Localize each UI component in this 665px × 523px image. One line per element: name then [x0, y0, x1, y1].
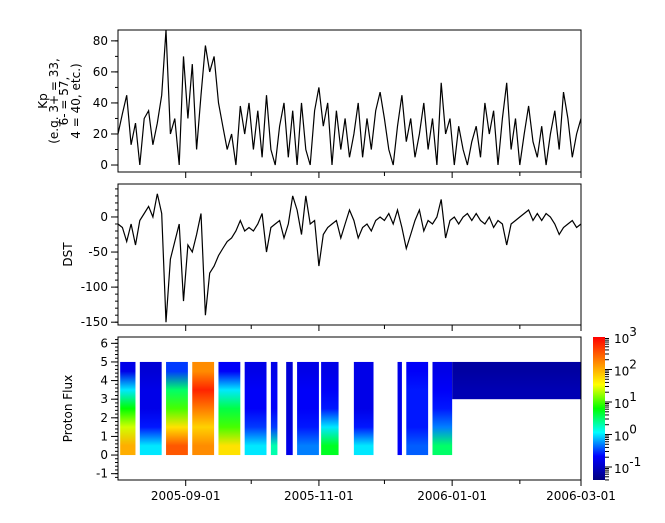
proton-flux-panel: -1 0 1 2 3 4 5 6 Proton Flux — [61, 336, 582, 486]
colorbar-gradient — [593, 337, 605, 480]
flux-segment — [432, 361, 453, 456]
flux-segment — [286, 361, 293, 456]
colorbar-tick-exponent: -1 — [629, 455, 641, 469]
y-tick-label: 6 — [100, 336, 108, 350]
y-tick-label: 5 — [100, 355, 108, 369]
y-tick-label: -1 — [96, 467, 108, 481]
flux-segment — [244, 361, 267, 456]
colorbar-tick-label: 103 — [614, 325, 637, 346]
colorbar-tick-base: 10 — [614, 365, 629, 379]
y-axis-label-line: (e.g. 3+ = 33, — [47, 58, 61, 144]
x-tick-label: 2006-03-01 — [546, 489, 616, 503]
y-axis-label-line: 6- = 57, — [57, 77, 71, 126]
x-tick-label: 2006-01-01 — [417, 489, 487, 503]
colorbar-tick-base: 10 — [614, 397, 629, 411]
y-tick-label: 1 — [100, 429, 108, 443]
flux-segment — [297, 361, 319, 456]
colorbar-tick-label: 102 — [614, 358, 637, 379]
colorbar-tick-base: 10 — [614, 462, 629, 476]
y-tick-label: 20 — [93, 127, 108, 141]
y-tick-label: 40 — [93, 96, 108, 110]
y-tick-label: -100 — [81, 280, 108, 294]
y-tick-label: 80 — [93, 34, 108, 48]
flux-segment — [139, 361, 162, 456]
flux-segment — [321, 361, 339, 456]
y-tick-label: -50 — [88, 245, 108, 259]
y-tick-label: 4 — [100, 374, 108, 388]
plot-frame — [117, 336, 582, 481]
flux-segment — [353, 361, 374, 456]
colorbar-tick-exponent: 3 — [629, 325, 637, 339]
colorbar-tick-exponent: 0 — [629, 423, 637, 437]
y-axis-label-line: Kp — [36, 93, 50, 109]
y-tick-label: 0 — [100, 158, 108, 172]
flux-segment — [270, 361, 278, 456]
plot-frame — [117, 183, 582, 326]
kp-series-line — [117, 29, 582, 166]
dst-panel: -150 -100 -50 0 DST — [61, 183, 582, 331]
y-tick-label: 60 — [93, 65, 108, 79]
y-axis-label: Proton Flux — [61, 375, 75, 442]
colorbar-tick-label: 100 — [614, 423, 637, 444]
y-tick-label: 0 — [100, 210, 108, 224]
colorbar-tick-label: 10-1 — [614, 455, 641, 476]
flux-segment — [166, 361, 188, 456]
y-tick-label: 3 — [100, 392, 108, 406]
y-axis-label: DST — [61, 242, 75, 267]
y-tick-label: 2 — [100, 411, 108, 425]
y-tick-label: -150 — [81, 315, 108, 329]
flux-segment — [452, 361, 581, 400]
colorbar-tick-exponent: 2 — [629, 358, 637, 372]
x-axis: 2005-09-01 2005-11-01 2006-01-01 2006-03-01 — [151, 489, 616, 503]
flux-segment — [397, 361, 402, 456]
flux-segment — [406, 361, 429, 456]
colorbar-tick-base: 10 — [614, 430, 629, 444]
dst-series-line — [117, 193, 582, 323]
colorbar-tick-base: 10 — [614, 332, 629, 346]
y-tick-label: 0 — [100, 448, 108, 462]
x-tick-label: 2005-11-01 — [284, 489, 354, 503]
plot-frame — [117, 29, 582, 173]
flux-segment — [120, 361, 136, 456]
flux-segment — [218, 361, 241, 456]
y-axis-label-line: 4 = 40, etc.) — [69, 63, 83, 138]
colorbar-tick-exponent: 1 — [629, 390, 637, 404]
flux-segment — [192, 361, 215, 456]
colorbar-tick-label: 101 — [614, 390, 637, 411]
kp-panel: 0 20 40 60 80 Kp(e.g. 3+ = 33,6- = 57,4 = 40,… — [36, 29, 582, 178]
x-tick-label: 2005-09-01 — [151, 489, 221, 503]
